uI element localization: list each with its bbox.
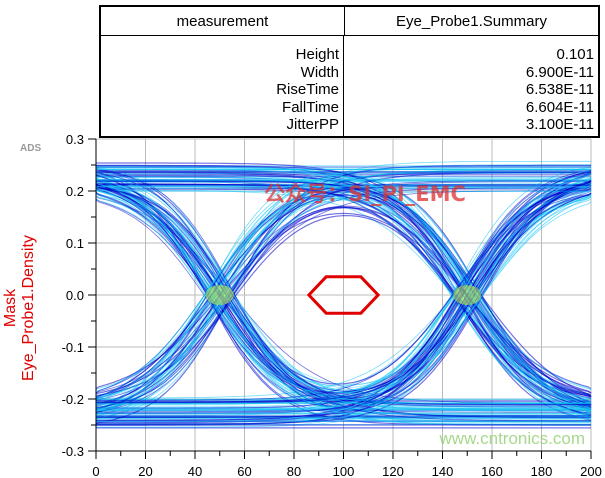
row-name: RiseTime <box>276 81 339 98</box>
eye-trace <box>96 183 592 394</box>
x-tick-label: 120 <box>382 464 404 478</box>
row-value: 6.604E-11 <box>525 98 594 116</box>
row-name: Width <box>300 63 339 81</box>
x-tick-label: 40 <box>188 464 202 478</box>
row-name: FallTime <box>282 98 339 116</box>
x-tick-label: 60 <box>237 464 251 478</box>
x-tick-label: 140 <box>432 464 454 478</box>
eye-trace <box>96 168 592 428</box>
y-tick-label: -0.3 <box>62 444 84 459</box>
eye-trace <box>95 198 592 405</box>
eye-trace <box>95 191 592 412</box>
ads-logo: ADS <box>20 143 42 154</box>
measurement-values: 0.101 6.900E-11 6.538E-11 6.604E-11 3.100E-1… <box>344 36 598 137</box>
eye-trace <box>95 166 591 425</box>
x-tick-label: 200 <box>580 464 602 478</box>
watermark-bottom: www.cntronics.com <box>439 429 585 448</box>
eye-mask <box>306 275 381 315</box>
row-name: JitterPP <box>286 116 339 133</box>
x-tick-label: 0 <box>92 464 99 478</box>
y-tick-label: 0.2 <box>66 184 84 199</box>
eye-trace <box>96 180 592 425</box>
eye-trace <box>95 185 592 412</box>
eye-trace <box>95 190 591 398</box>
row-value: 6.538E-11 <box>525 81 594 98</box>
x-tick-label: 100 <box>333 464 355 478</box>
eye-trace <box>96 201 592 405</box>
row-name: Height <box>295 46 339 63</box>
eye-trace <box>95 181 592 408</box>
measurement-names: Height Width RiseTime FallTime JitterPP <box>101 36 344 137</box>
measurement-table: measurement Eye_Probe1.Summary Height Wid… <box>99 5 600 138</box>
x-tick-label: 160 <box>481 464 503 478</box>
eye-trace <box>95 188 592 409</box>
y-tick-label: 0.0 <box>66 288 84 303</box>
eye-trace <box>95 207 592 395</box>
crossing-hotspot <box>453 285 482 305</box>
x-tick-label: 20 <box>138 464 152 478</box>
y-tick-label: -0.1 <box>62 340 84 355</box>
eye-trace <box>95 164 591 425</box>
y-tick-label: 0.1 <box>66 236 84 251</box>
eye-trace <box>96 196 592 399</box>
eye-trace <box>95 172 592 394</box>
eye-trace <box>95 212 592 390</box>
header-summary: Eye_Probe1.Summary <box>396 12 547 30</box>
watermark-top: 公众号：SI_PI_EMC <box>264 182 466 206</box>
row-value: 3.100E-11 <box>525 116 594 133</box>
eye-trace <box>96 180 592 413</box>
eye-trace <box>96 192 592 401</box>
header-measurement: measurement <box>101 7 345 35</box>
eye-trace <box>95 183 591 393</box>
eye-trace <box>95 185 591 398</box>
eye-trace <box>96 167 592 415</box>
eye-trace <box>96 194 592 415</box>
row-value: 6.900E-11 <box>525 63 594 81</box>
y-tick-label: 0.3 <box>66 132 84 147</box>
eye-trace <box>96 180 592 398</box>
x-tick-label: 180 <box>531 464 553 478</box>
eye-traces <box>95 160 592 429</box>
crossing-hotspot <box>205 285 234 305</box>
row-value: 0.101 <box>556 46 594 63</box>
eye-trace <box>96 180 592 418</box>
x-tick-label: 80 <box>287 464 301 478</box>
eye-trace <box>96 184 592 423</box>
eye-trace <box>95 168 591 404</box>
y-tick-label: -0.2 <box>62 392 84 407</box>
eye-trace <box>95 172 592 418</box>
